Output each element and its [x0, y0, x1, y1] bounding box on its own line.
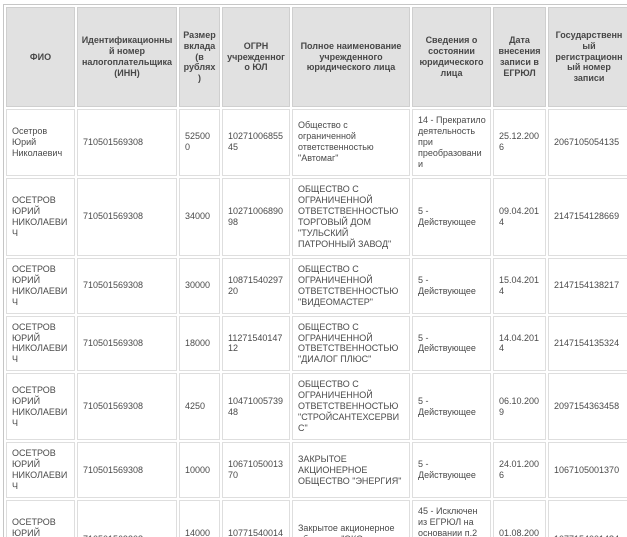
- table-cell: 1077154001484: [548, 500, 627, 537]
- table-cell: 06.10.2009: [493, 373, 546, 441]
- table-cell: 140000: [179, 500, 220, 537]
- table-cell: 45 - Исключен из ЕГРЮЛ на основании п.2 …: [412, 500, 491, 537]
- table-cell: 2067105054135: [548, 109, 627, 176]
- table-row: ОСЕТРОВ ЮРИЙ НИКОЛАЕВИЧ71050156930814000…: [6, 500, 627, 537]
- table-cell: 710501569308: [77, 109, 177, 176]
- table-cell: ОСЕТРОВ ЮРИЙ НИКОЛАЕВИЧ: [6, 177, 75, 256]
- founder-registry-table: ФИО Идентификационный номер налогоплател…: [3, 4, 627, 537]
- header-fio: ФИО: [6, 7, 75, 107]
- table-cell: ОСЕТРОВ ЮРИЙ НИКОЛАЕВИЧ: [6, 373, 75, 441]
- table-cell: 1067105001370: [222, 442, 290, 499]
- header-ogrn: ОГРН учрежденного ЮЛ: [222, 7, 290, 107]
- header-status: Сведения о состоянии юридического лица: [412, 7, 491, 107]
- table-cell: ОСЕТРОВ ЮРИЙ НИКОЛАЕВИЧ: [6, 315, 75, 372]
- table-cell: 09.04.2014: [493, 177, 546, 256]
- table-cell: 5 - Действующее: [412, 177, 491, 256]
- table-cell: 14 - Прекратило деятельность при преобра…: [412, 109, 491, 176]
- table-cell: 34000: [179, 177, 220, 256]
- header-record-date: Дата внесения записи в ЕГРЮЛ: [493, 7, 546, 107]
- table-row: ОСЕТРОВ ЮРИЙ НИКОЛАЕВИЧ 710501569308 4250 1…: [6, 373, 627, 441]
- table-row: ОСЕТРОВ ЮРИЙ НИКОЛАЕВИЧ 710501569308 34000…: [6, 177, 627, 256]
- table-cell: 1047100573948: [222, 373, 290, 441]
- header-full-name: Полное наименование учрежденного юридиче…: [292, 7, 410, 107]
- table-header: ФИО Идентификационный номер налогоплател…: [6, 7, 627, 107]
- table-cell: 25.12.2006: [493, 109, 546, 176]
- table-cell: 1027100689098: [222, 177, 290, 256]
- header-record-number: Государственный регистрационный номер за…: [548, 7, 627, 107]
- table-cell: ОБЩЕСТВО С ОГРАНИЧЕННОЙ ОТВЕТСТВЕННОСТЬЮ…: [292, 257, 410, 314]
- table-cell: ОСЕТРОВ ЮРИЙ НИКОЛАЕВИЧ: [6, 500, 75, 537]
- table-cell: Осетров Юрий Николаевич: [6, 109, 75, 176]
- table-cell: Закрытое акционерное общество "ЭКО-Возро…: [292, 500, 410, 537]
- table-cell: 10000: [179, 442, 220, 499]
- table-row: ОСЕТРОВ ЮРИЙ НИКОЛАЕВИЧ 710501569308 10000…: [6, 442, 627, 499]
- table-body: Осетров Юрий Николаевич 710501569308 52500…: [6, 109, 627, 537]
- table-cell: 1027100685545: [222, 109, 290, 176]
- table-cell: ЗАКРЫТОЕ АКЦИОНЕРНОЕ ОБЩЕСТВО "ЭНЕРГИЯ": [292, 442, 410, 499]
- table-cell: ОБЩЕСТВО С ОГРАНИЧЕННОЙ ОТВЕТСТВЕННОСТЬЮ…: [292, 373, 410, 441]
- table-cell: 2147154135324: [548, 315, 627, 372]
- table-row: Осетров Юрий Николаевич 710501569308 52500…: [6, 109, 627, 176]
- table-cell: 710501569308: [77, 442, 177, 499]
- table-cell: 710501569308: [77, 257, 177, 314]
- table-cell: 14.04.2014: [493, 315, 546, 372]
- table-cell: 2097154363458: [548, 373, 627, 441]
- header-inn: Идентификационный номер налогоплательщик…: [77, 7, 177, 107]
- table-cell: 24.01.2006: [493, 442, 546, 499]
- table-row: ОСЕТРОВ ЮРИЙ НИКОЛАЕВИЧ 710501569308 30000…: [6, 257, 627, 314]
- table-cell: 18000: [179, 315, 220, 372]
- table-cell: 5 - Действующее: [412, 315, 491, 372]
- table-cell: 710501569308: [77, 500, 177, 537]
- table-cell: ОСЕТРОВ ЮРИЙ НИКОЛАЕВИЧ: [6, 257, 75, 314]
- table-row: ОСЕТРОВ ЮРИЙ НИКОЛАЕВИЧ 710501569308 18000…: [6, 315, 627, 372]
- table-cell: Общество с ограниченной ответственностью…: [292, 109, 410, 176]
- table-cell: 5 - Действующее: [412, 373, 491, 441]
- table-cell: 15.04.2014: [493, 257, 546, 314]
- table-cell: 1127154014712: [222, 315, 290, 372]
- table-cell: 5 - Действующее: [412, 442, 491, 499]
- table-cell: 1067105001370: [548, 442, 627, 499]
- table-cell: 710501569308: [77, 315, 177, 372]
- table-cell: 2147154128669: [548, 177, 627, 256]
- table-cell: 1087154029720: [222, 257, 290, 314]
- table-cell: ОБЩЕСТВО С ОГРАНИЧЕННОЙ ОТВЕТСТВЕННОСТЬЮ…: [292, 315, 410, 372]
- table-cell: 710501569308: [77, 373, 177, 441]
- table-cell: ОСЕТРОВ ЮРИЙ НИКОЛАЕВИЧ: [6, 442, 75, 499]
- header-row: ФИО Идентификационный номер налогоплател…: [6, 7, 627, 107]
- table-cell: 2147154138217: [548, 257, 627, 314]
- table-cell: 710501569308: [77, 177, 177, 256]
- table-cell: 4250: [179, 373, 220, 441]
- table-cell: 1077154001484: [222, 500, 290, 537]
- table-cell: 30000: [179, 257, 220, 314]
- table-cell: 5 - Действующее: [412, 257, 491, 314]
- table-cell: 525000: [179, 109, 220, 176]
- table-cell: ОБЩЕСТВО С ОГРАНИЧЕННОЙ ОТВЕТСТВЕННОСТЬЮ…: [292, 177, 410, 256]
- table-cell: 01.08.2007: [493, 500, 546, 537]
- header-contribution: Размер вклада (в рублях): [179, 7, 220, 107]
